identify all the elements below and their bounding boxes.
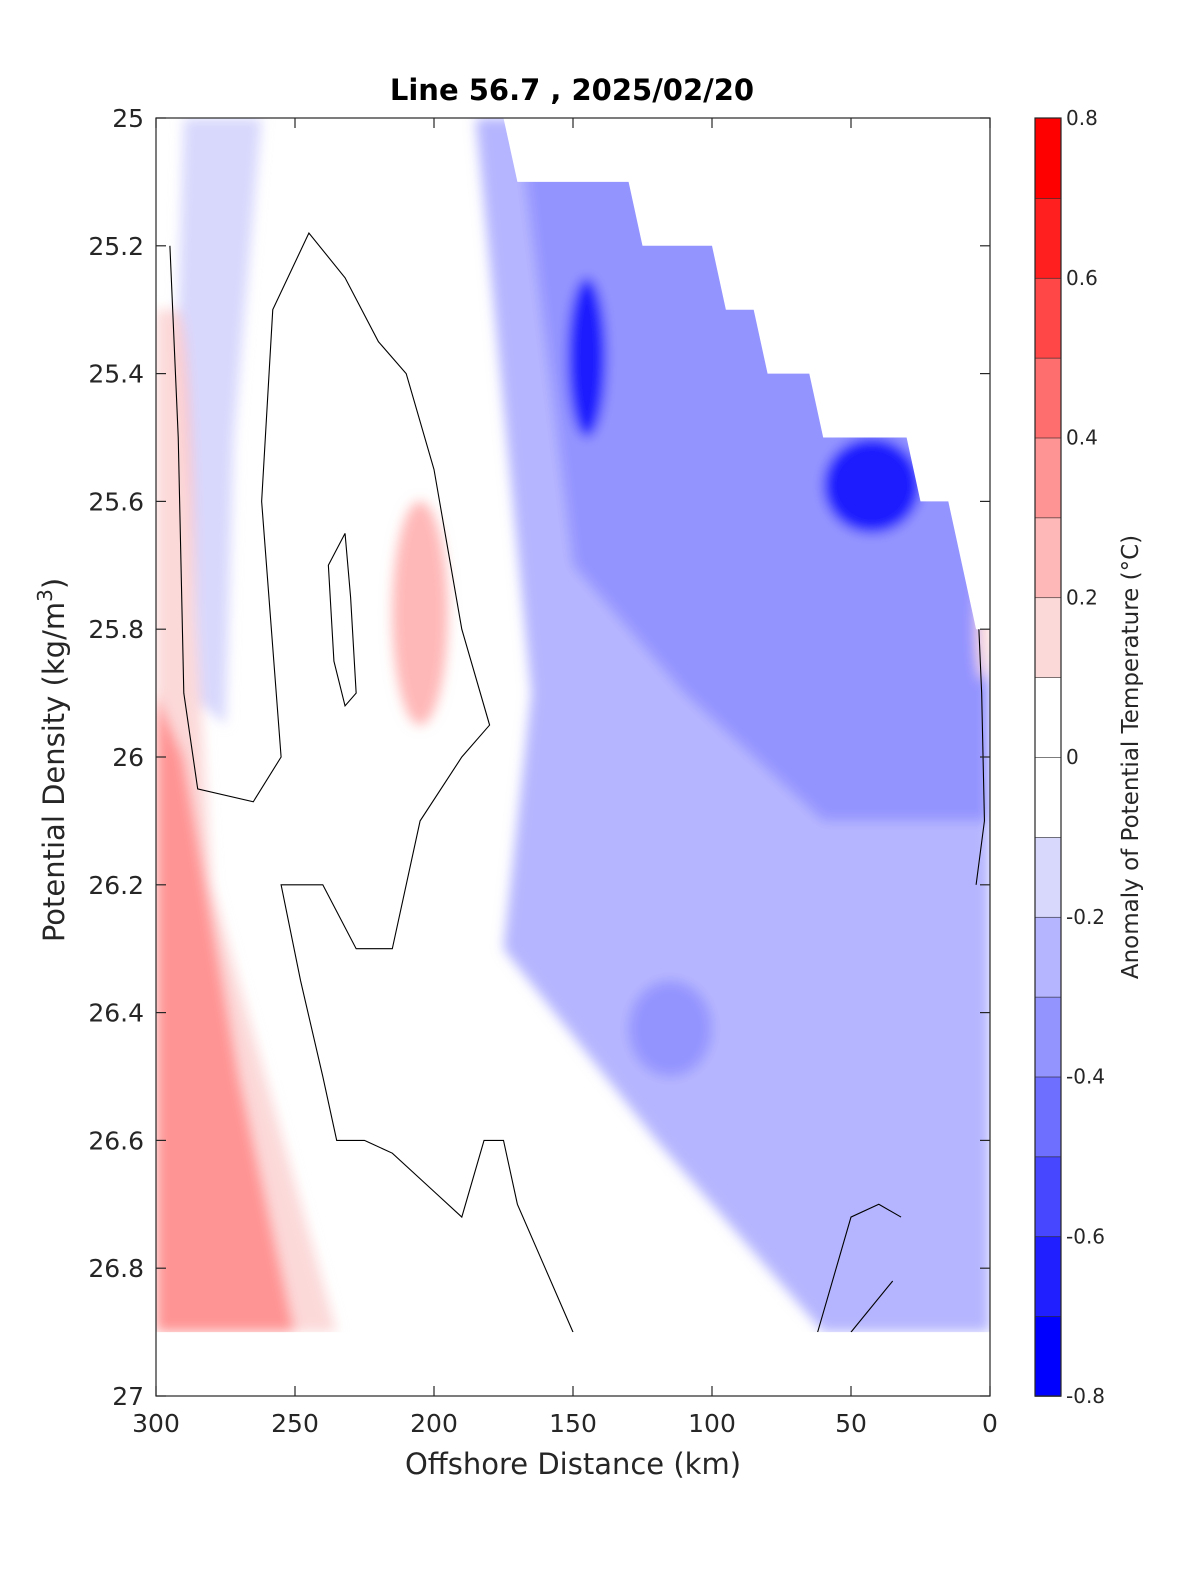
y-axis-label-close: ) <box>37 578 71 589</box>
colorbar-segment <box>1034 197 1062 279</box>
zero-contour-line <box>327 533 357 708</box>
colorbar-segment <box>1034 756 1062 838</box>
y-tick-label: 27 <box>112 1382 144 1411</box>
colorbar-tick-label: 0.2 <box>1066 585 1098 609</box>
y-tick-label: 25.6 <box>88 487 144 516</box>
y-tick-label: 26.4 <box>88 999 144 1028</box>
anomaly-region-2 <box>392 501 448 726</box>
x-tick-label: 0 <box>982 1409 998 1438</box>
y-axis-label: Potential Density (kg/m3) <box>33 578 71 942</box>
anomaly-region-5 <box>628 980 712 1077</box>
y-axis-label-sup: 3 <box>33 589 57 602</box>
colorbar-segment <box>1034 517 1062 599</box>
colorbar-segment <box>1034 996 1062 1078</box>
zero-contour-line <box>169 231 574 1333</box>
anomaly-warm-wedge-core <box>156 693 295 1333</box>
colorbar-segment <box>1034 1235 1062 1317</box>
plot-area: 300 250 200 150 100 50 0 2525.225.425.625.8262… <box>88 104 998 1438</box>
y-tick-label: 26 <box>112 743 144 772</box>
colorbar-segment <box>1034 437 1062 519</box>
x-axis-label: Offshore Distance (km) <box>405 1447 741 1481</box>
y-tick-label: 26.8 <box>88 1254 144 1283</box>
colorbar-tick-label: 0 <box>1066 745 1079 769</box>
anomaly-region-4 <box>823 437 921 534</box>
colorbar-segment <box>1034 277 1062 359</box>
y-tick-label: 25.8 <box>88 615 144 644</box>
colorbar-segment <box>1034 1156 1062 1238</box>
colorbar-segment <box>1034 596 1062 678</box>
zero-contour-line <box>817 1203 902 1333</box>
colorbar-tick-label: 0.8 <box>1066 106 1098 130</box>
y-axis-label-main: Potential Density (kg/m <box>37 602 71 942</box>
x-tick-label: 50 <box>835 1409 867 1438</box>
x-tick-label: 250 <box>271 1409 319 1438</box>
colorbar-segment <box>1034 836 1062 918</box>
colorbar-segment <box>1034 916 1062 998</box>
y-tick-label: 25 <box>112 104 144 133</box>
colorbar-frame <box>1034 117 1062 1397</box>
x-tick-label: 300 <box>132 1409 180 1438</box>
x-ticks: 300 250 200 150 100 50 0 <box>132 118 998 1438</box>
x-tick-label: 100 <box>688 1409 736 1438</box>
colorbar-tick-label: -0.4 <box>1066 1065 1105 1089</box>
anomaly-region-3 <box>567 277 607 438</box>
y-tick-label: 26.2 <box>88 871 144 900</box>
y-tick-label: 26.6 <box>88 1126 144 1155</box>
zero-contour-line <box>850 1280 894 1333</box>
colorbar-tick-label: -0.6 <box>1066 1224 1105 1248</box>
y-ticks: 25 25.2 25.4 25.6 25.8 26 26.2 26.4 26.6 26.8 27 <box>88 104 990 1411</box>
y-tick-label: 25.2 <box>88 232 144 261</box>
colorbar-tick-label: -0.2 <box>1066 905 1105 929</box>
colorbar-label: Anomaly of Potential Temperature (°C) <box>1118 535 1144 979</box>
colorbar-tick-label: 0.6 <box>1066 266 1098 290</box>
colorbar: 0.8 0.6 0.4 0.2 0 -0.2 -0.4 -0.6 -0.8 <box>1034 106 1105 1408</box>
colorbar-segment <box>1034 1315 1062 1397</box>
colorbar-segment <box>1034 1076 1062 1158</box>
colorbar-segment <box>1034 117 1062 199</box>
y-tick-label: 25.4 <box>88 360 144 389</box>
colorbar-segment <box>1034 357 1062 439</box>
colorbar-tick-label: 0.4 <box>1066 426 1098 450</box>
x-tick-label: 150 <box>549 1409 597 1438</box>
x-tick-label: 200 <box>410 1409 458 1438</box>
colorbar-tick-label: -0.8 <box>1066 1384 1105 1408</box>
chart-title: Line 56.7 , 2025/02/20 <box>390 73 754 107</box>
anomaly-west-cold-tongue <box>178 118 262 726</box>
colorbar-segment <box>1034 676 1062 758</box>
